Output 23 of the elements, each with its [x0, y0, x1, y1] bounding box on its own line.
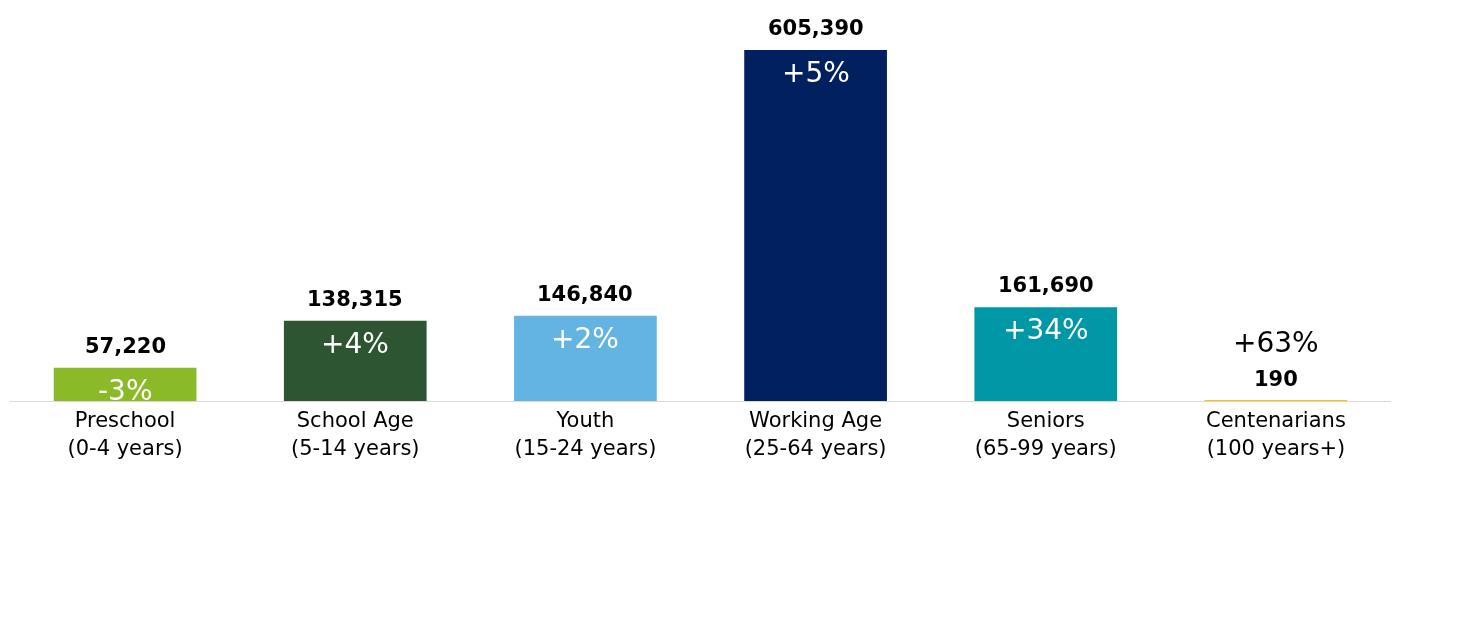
- data-label: 605,390: [768, 16, 864, 40]
- annotation: +2%: [551, 322, 619, 355]
- bar: [53, 367, 197, 401]
- x-tick-label: School Age (5-14 years): [290, 408, 420, 460]
- data-label: 190: [1254, 367, 1298, 391]
- bar: [744, 50, 887, 401]
- x-tick-label: Centenarians (100 years+): [1206, 408, 1346, 460]
- data-label: 161,690: [998, 273, 1094, 297]
- x-tick-label: Seniors (65-99 years): [974, 408, 1117, 460]
- annotation: +5%: [782, 56, 850, 89]
- annotation: +63%: [1233, 326, 1319, 359]
- bar: [283, 320, 427, 401]
- annotation: +4%: [321, 327, 389, 360]
- bar: [974, 307, 1118, 401]
- data-label: 57,220: [85, 334, 167, 358]
- data-label: 138,315: [307, 287, 403, 311]
- annotation: +34%: [1003, 313, 1089, 346]
- data-label: 146,840: [537, 282, 633, 306]
- bar: [514, 315, 657, 401]
- x-tick-label: Youth (15-24 years): [514, 408, 657, 460]
- x-tick-label: Working Age (25-64 years): [744, 408, 887, 460]
- annotation: -3%: [98, 374, 153, 407]
- x-tick-label: Preschool (0-4 years): [67, 408, 183, 460]
